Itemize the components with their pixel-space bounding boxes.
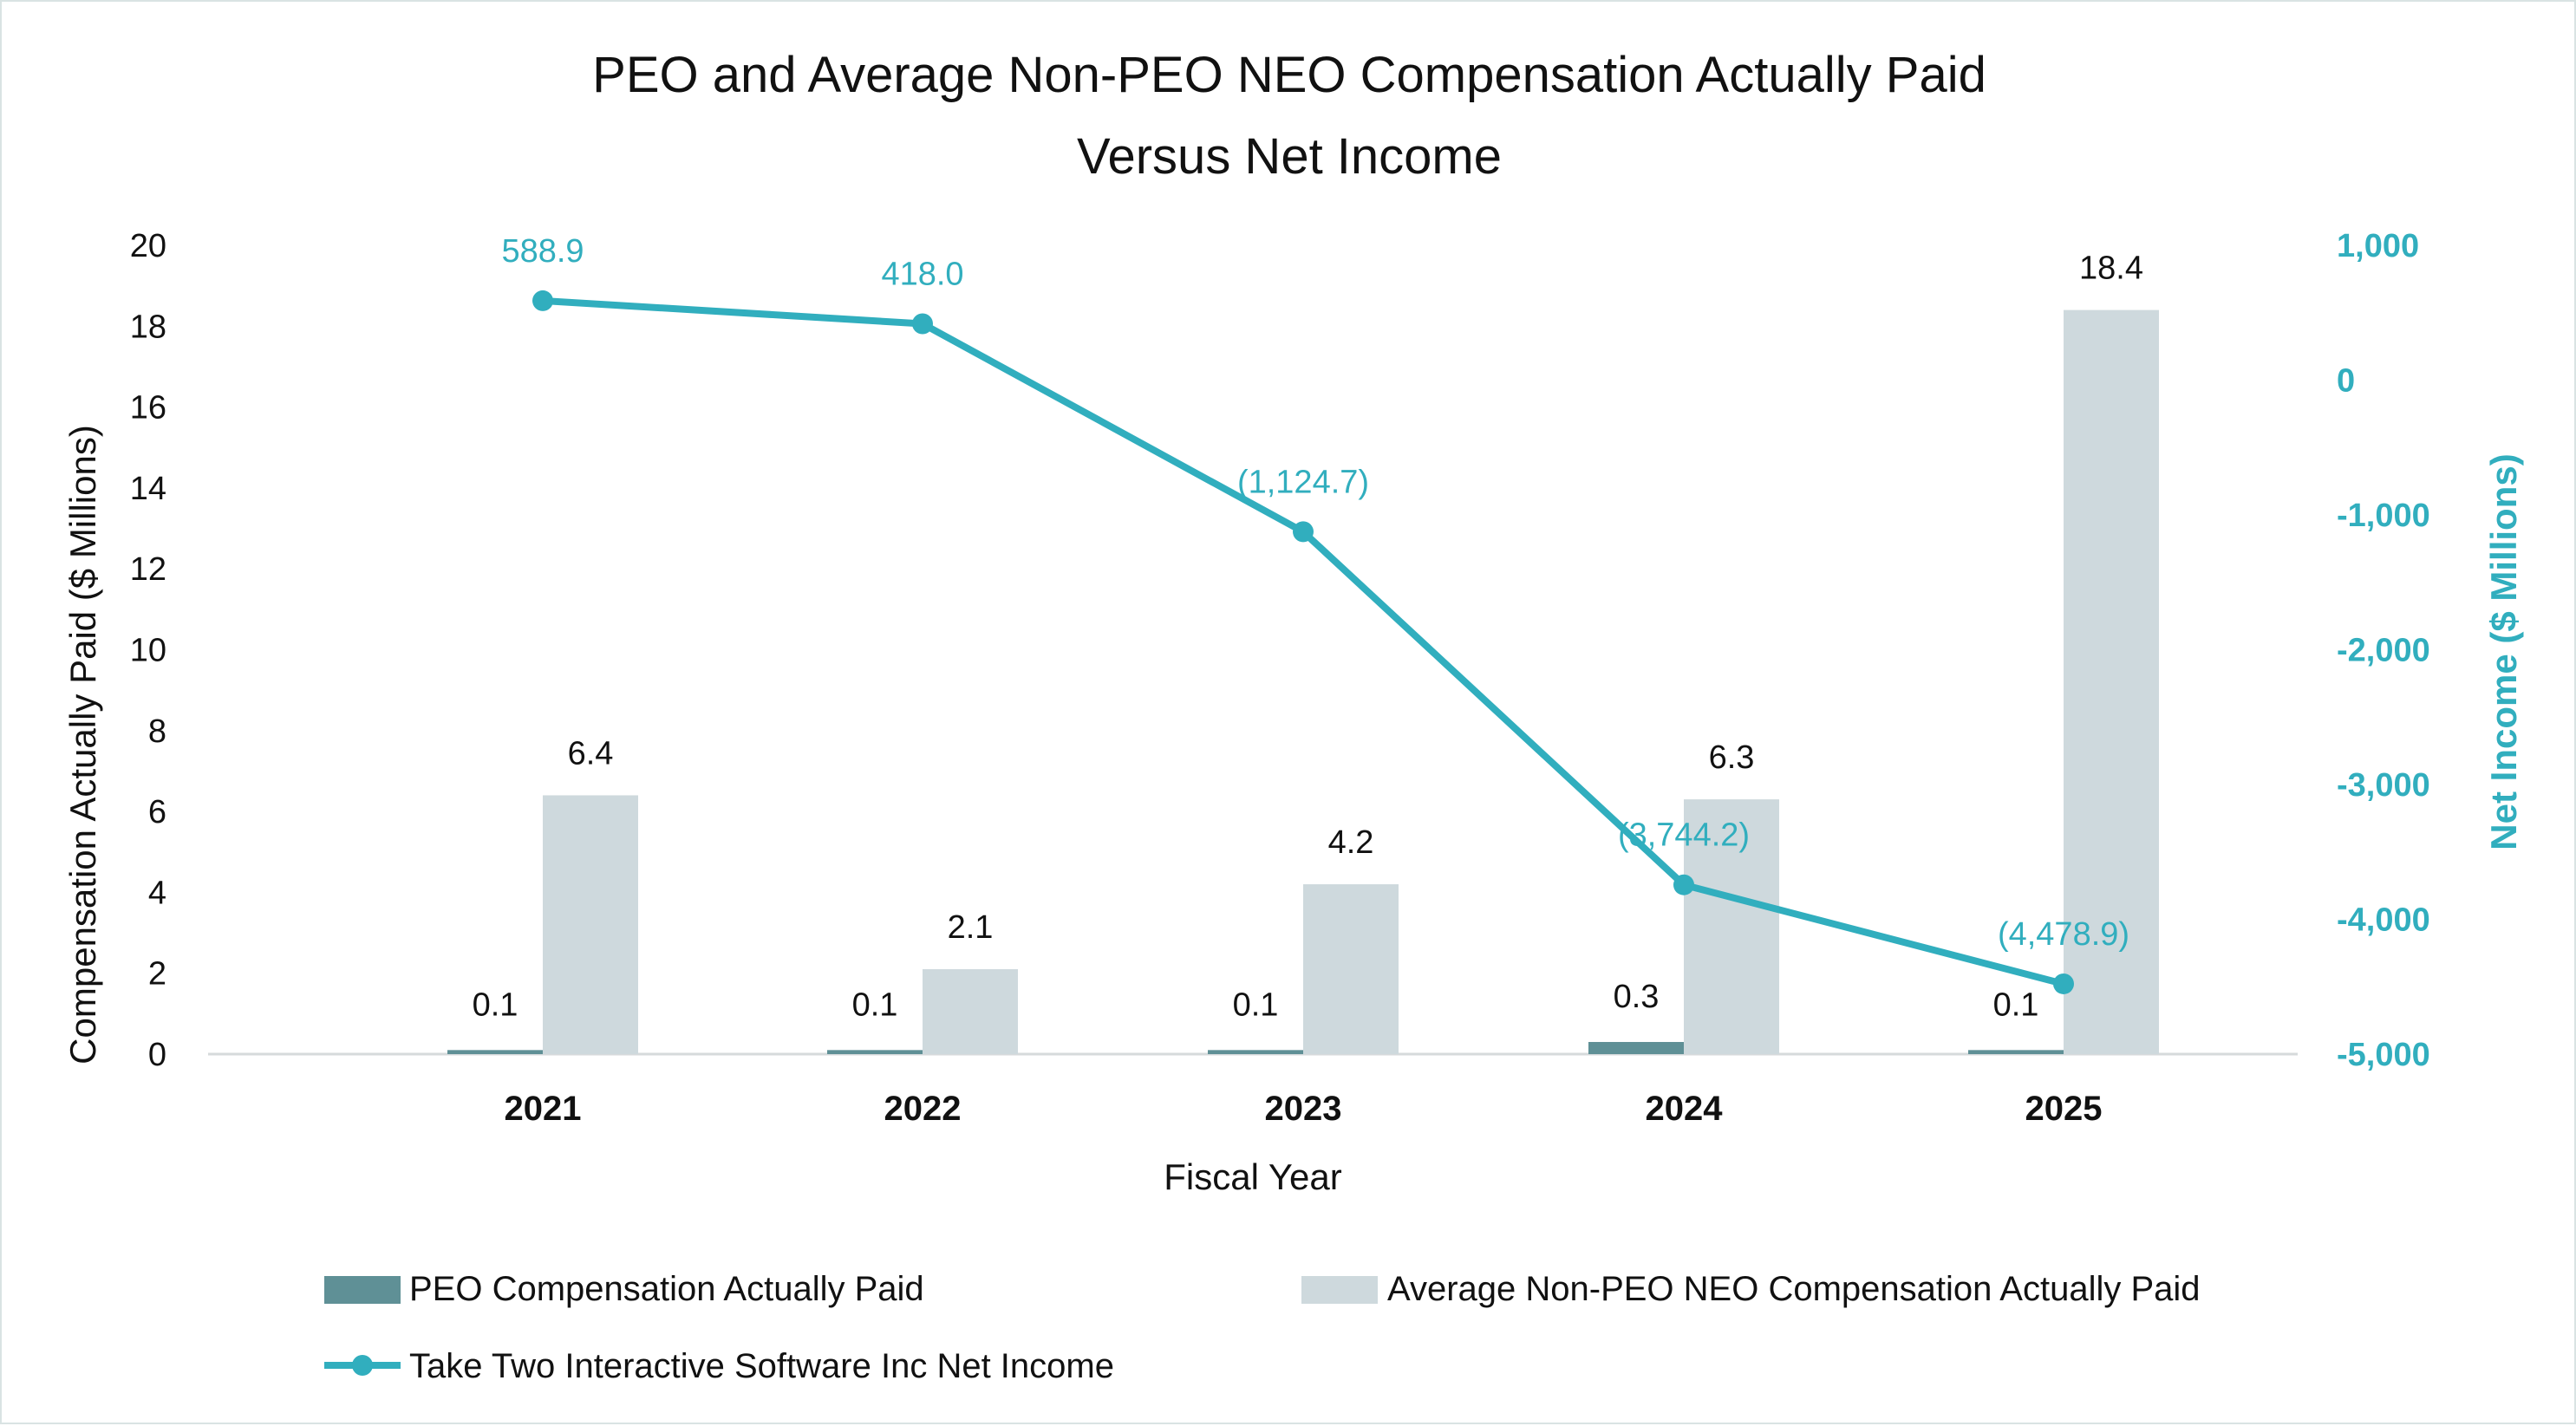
bar-peo	[1968, 1050, 2064, 1054]
net-income-data-label: 418.0	[881, 257, 963, 293]
net-income-line-series: 588.9 418.0 (1,124.7) (3,744.2) (4,478.9)	[501, 233, 2129, 994]
y2-axis-label: Net Income ($ Millions)	[2483, 453, 2524, 850]
y-tick-label: 18	[130, 309, 166, 345]
y-tick-label: 6	[148, 794, 166, 830]
net-income-point	[1673, 874, 1694, 895]
net-income-point	[2053, 973, 2074, 994]
x-axis-label: Fiscal Year	[1164, 1156, 1341, 1197]
legend-swatch-neo	[1301, 1276, 1378, 1304]
y2-tick-label: -1,000	[2337, 498, 2430, 534]
y-tick-label: 14	[130, 471, 166, 507]
x-axis-ticks: 2021 2022 2023 2024 2025	[505, 1090, 2103, 1128]
net-income-point	[532, 290, 553, 311]
bar-neo	[543, 795, 638, 1054]
bar-label-neo: 6.3	[1709, 739, 1755, 776]
y2-tick-label: -5,000	[2337, 1037, 2430, 1073]
legend-swatch-peo	[324, 1276, 401, 1304]
x-tick-label: 2023	[1265, 1090, 1342, 1128]
x-tick-label: 2025	[2025, 1090, 2103, 1128]
net-income-data-label: 588.9	[501, 233, 584, 270]
y-tick-label: 0	[148, 1037, 166, 1073]
bar-peo	[447, 1050, 543, 1054]
bars	[447, 309, 2159, 1054]
y-tick-label: 16	[130, 390, 166, 426]
x-tick-label: 2024	[1646, 1090, 1724, 1128]
bar-labels: 0.1 6.4 0.1 2.1 0.1 4.2 0.3 6.3 0.1 18.4	[473, 251, 2143, 1024]
y-tick-label: 12	[130, 551, 166, 588]
net-income-data-label: (1,124.7)	[1237, 464, 1369, 500]
y-tick-label: 8	[148, 713, 166, 750]
bar-peo	[1588, 1042, 1684, 1054]
bar-peo	[1208, 1050, 1303, 1054]
legend-swatch-line-marker	[352, 1355, 373, 1376]
y2-tick-label: -4,000	[2337, 902, 2430, 939]
bar-label-peo: 0.1	[852, 986, 898, 1023]
legend: PEO Compensation Actually Paid Average N…	[324, 1270, 2201, 1385]
y2-tick-label: 1,000	[2337, 228, 2419, 264]
x-tick-label: 2021	[505, 1090, 582, 1128]
x-tick-label: 2022	[884, 1090, 962, 1128]
net-income-data-label: (3,744.2)	[1618, 817, 1750, 854]
net-income-point	[1293, 521, 1314, 543]
bar-label-neo: 18.4	[2079, 251, 2143, 287]
net-income-data-label: (4,478.9)	[1998, 916, 2129, 953]
net-income-line	[539, 296, 2067, 987]
y-tick-label: 4	[148, 875, 166, 911]
chart-title-line-1: PEO and Average Non-PEO NEO Compensation…	[592, 47, 1986, 103]
legend-label-line: Take Two Interactive Software Inc Net In…	[409, 1347, 1114, 1385]
y-tick-label: 10	[130, 633, 166, 669]
y2-tick-label: -2,000	[2337, 633, 2430, 669]
bar-label-neo: 2.1	[948, 909, 994, 946]
right-axis-ticks: -5,000 -4,000 -3,000 -2,000 -1,000 0 1,000	[2337, 228, 2430, 1073]
y2-tick-label: 0	[2337, 363, 2355, 400]
bar-neo	[1303, 884, 1399, 1054]
chart-title-line-2: Versus Net Income	[1077, 128, 1502, 185]
bar-label-peo: 0.1	[1993, 986, 2039, 1023]
legend-label-peo: PEO Compensation Actually Paid	[409, 1270, 924, 1308]
bar-label-peo: 0.1	[1233, 986, 1279, 1023]
bar-label-neo: 4.2	[1328, 824, 1374, 861]
y-tick-label: 20	[130, 228, 166, 264]
bar-label-peo: 0.1	[473, 986, 518, 1023]
bar-peo	[827, 1050, 923, 1054]
bar-neo	[2064, 309, 2159, 1054]
y-axis-label: Compensation Actually Paid ($ Millions)	[62, 425, 103, 1065]
legend-label-neo: Average Non-PEO NEO Compensation Actuall…	[1387, 1270, 2201, 1308]
bar-neo	[923, 969, 1018, 1054]
y-tick-label: 2	[148, 956, 166, 993]
net-income-point	[912, 313, 933, 335]
bar-neo	[1684, 799, 1779, 1054]
left-axis-ticks: 0 2 4 6 8 10 12 14 16 18 20	[130, 228, 166, 1073]
y2-tick-label: -3,000	[2337, 767, 2430, 804]
bar-label-neo: 6.4	[568, 735, 614, 772]
bar-label-peo: 0.3	[1614, 979, 1660, 1015]
